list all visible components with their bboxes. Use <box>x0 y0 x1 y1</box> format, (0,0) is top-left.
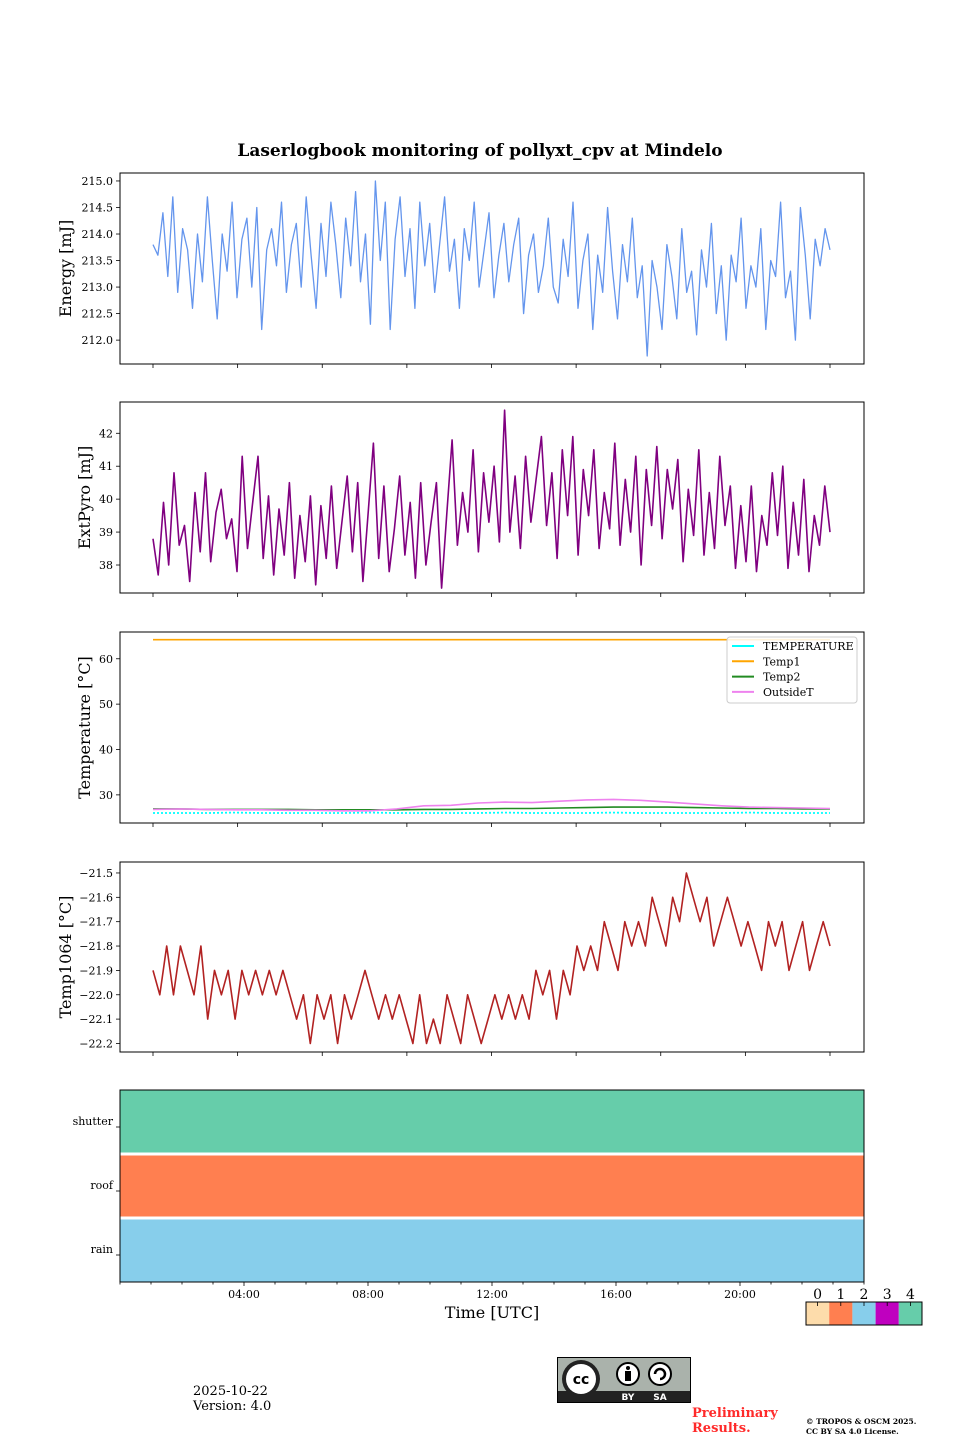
footer-date: 2025-10-22 <box>193 1384 268 1399</box>
by-label: BY <box>622 1393 635 1402</box>
panel-extpyro: 38 39 40 41 42 ExtPyro [mJ] <box>75 401 865 597</box>
status-row-label: shutter <box>73 1115 114 1128</box>
colorbar-tick-label: 3 <box>883 1287 892 1303</box>
copyright-line2: CC BY SA 4.0 License. <box>806 1427 899 1436</box>
y-tick-label: 214.0 <box>82 228 114 241</box>
legend-label-outsidet: OutsideT <box>763 686 814 699</box>
legend-label-temp2: Temp2 <box>763 671 800 684</box>
series-line-extpyro <box>152 409 831 589</box>
legend-label-temperature: TEMPERATURE <box>763 640 854 653</box>
y-tick-label: 213.5 <box>82 255 114 268</box>
colorbar-swatch <box>898 1302 922 1325</box>
colorbar-swatch <box>852 1302 876 1325</box>
y-tick-label: 60 <box>99 653 113 666</box>
legend: TEMPERATURE Temp1 Temp2 OutsideT <box>726 636 858 704</box>
legend-label-temp1: Temp1 <box>763 655 800 668</box>
y-tick-label: −22.0 <box>79 989 113 1002</box>
y-tick-label: 213.0 <box>82 281 114 294</box>
series-line-temp1064 <box>152 872 831 1045</box>
y-axis-label: Temperature [°C] <box>75 656 94 799</box>
panel-temp1064: −22.2 −22.1 −22.0 −21.9 −21.8 −21.7 −21.6 −21.5… <box>56 861 865 1056</box>
y-tick-label: 30 <box>99 789 113 802</box>
cc-license-badge: cc BY SA <box>557 1357 691 1403</box>
y-tick-label: 212.5 <box>82 308 114 321</box>
colorbar-tick-label: 1 <box>836 1287 845 1303</box>
axes-frame <box>119 401 865 594</box>
copyright-line1: © TROPOS & OSCM 2025. <box>806 1417 917 1426</box>
series-line-outsidet <box>152 798 831 812</box>
status-row-label: roof <box>90 1179 114 1192</box>
y-tick-label: −21.8 <box>79 940 113 953</box>
y-axis-label: Energy [mJ] <box>56 220 75 318</box>
status-bar-roof <box>120 1155 864 1217</box>
y-tick-label: 40 <box>99 744 113 757</box>
axes-frame <box>119 631 865 824</box>
y-tick-label: −22.1 <box>79 1013 113 1026</box>
status-bar-shutter <box>120 1090 864 1153</box>
footer-version: Version: 4.0 <box>193 1399 272 1414</box>
colorbar-swatch <box>829 1302 853 1325</box>
y-tick-label: 50 <box>99 698 113 711</box>
colorbar-tick-label: 0 <box>813 1287 822 1303</box>
panel-status: shutter roof rain 04:00 08:00 12:00 16:00 20:00… <box>73 1089 923 1326</box>
panel-temperature: 30 40 50 60 Temperature [°C] TEMPERATURE Temp1… <box>75 631 865 827</box>
y-tick-label: 212.0 <box>82 334 114 347</box>
colorbar-tick-label: 2 <box>860 1287 869 1303</box>
axes-frame <box>119 172 865 365</box>
footer-date-version: 2025-10-22 Version: 4.0 <box>193 1384 271 1414</box>
y-tick-label: 215.0 <box>82 175 114 188</box>
x-axis-label: Time [UTC] <box>445 1303 539 1322</box>
preliminary-line1: Preliminary <box>692 1406 778 1421</box>
x-tick-label: 08:00 <box>352 1288 384 1301</box>
preliminary-line2: Results. <box>692 1421 751 1436</box>
y-tick-label: 38 <box>99 559 113 572</box>
y-tick-label: −21.9 <box>79 964 113 977</box>
y-tick-label: −21.5 <box>79 867 113 880</box>
x-tick-label: 16:00 <box>600 1288 632 1301</box>
copyright-note: © TROPOS & OSCM 2025. CC BY SA 4.0 Licen… <box>806 1417 916 1437</box>
colorbar-swatch <box>806 1302 830 1325</box>
preliminary-results-note: Preliminary Results. <box>692 1406 778 1436</box>
chart-title: Laserlogbook monitoring of pollyxt_cpv a… <box>237 141 723 161</box>
colorbar-frame <box>805 1301 923 1326</box>
panel-energy: 212.0 212.5 213.0 213.5 214.0 214.5 215.0 Energ… <box>56 172 865 368</box>
y-tick-label: −21.7 <box>79 916 113 929</box>
status-bar-rain <box>120 1219 864 1282</box>
y-tick-label: −22.2 <box>79 1037 113 1050</box>
series-line-energy <box>152 180 831 357</box>
colorbar-tick-label: 4 <box>906 1287 915 1303</box>
y-axis-label: ExtPyro [mJ] <box>75 446 94 549</box>
x-tick-label: 20:00 <box>724 1288 756 1301</box>
colorbar-swatch <box>875 1302 899 1325</box>
x-tick-label: 04:00 <box>228 1288 260 1301</box>
y-tick-label: 40 <box>99 493 113 506</box>
axes-frame <box>119 861 865 1053</box>
y-tick-label: 214.5 <box>82 201 114 214</box>
legend-box <box>726 636 858 704</box>
y-tick-label: 41 <box>99 460 113 473</box>
y-tick-label: 39 <box>99 526 113 539</box>
status-row-label: rain <box>91 1243 113 1256</box>
y-tick-label: 42 <box>99 427 113 440</box>
y-tick-label: −21.6 <box>79 891 113 904</box>
cc-by-sa-icon: cc BY SA <box>558 1360 690 1403</box>
sa-label: SA <box>653 1393 666 1402</box>
cc-symbol: cc <box>573 1372 590 1388</box>
y-axis-label: Temp1064 [°C] <box>56 896 75 1019</box>
x-tick-label: 12:00 <box>476 1288 508 1301</box>
